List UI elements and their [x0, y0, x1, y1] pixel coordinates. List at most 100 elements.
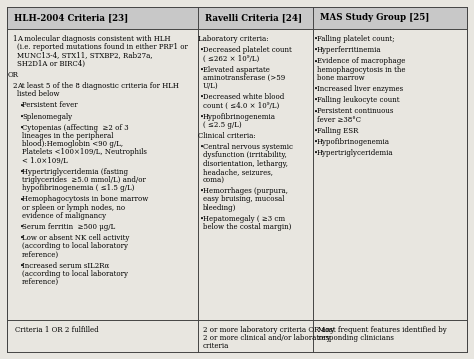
Text: •: •: [20, 262, 24, 270]
Bar: [313, 29, 467, 320]
Text: •: •: [314, 138, 319, 146]
Text: •: •: [20, 195, 24, 204]
Text: Hemophagocytosis in bone marrow: Hemophagocytosis in bone marrow: [22, 195, 148, 204]
Text: •: •: [201, 113, 204, 121]
Text: Platelets <100×109/L, Neutrophils: Platelets <100×109/L, Neutrophils: [22, 148, 147, 157]
Text: Hemorrhages (purpura,: Hemorrhages (purpura,: [202, 187, 288, 195]
Bar: [313, 320, 467, 352]
Text: dysfunction (irritability,: dysfunction (irritability,: [202, 151, 286, 159]
Text: reference): reference): [22, 251, 59, 258]
Text: Criteria 1 OR 2 fulfilled: Criteria 1 OR 2 fulfilled: [15, 326, 99, 334]
Text: coma): coma): [202, 176, 225, 184]
Text: •: •: [20, 168, 24, 176]
Text: or spleen or lymph nodes, no: or spleen or lymph nodes, no: [22, 204, 125, 211]
Text: Cytopenias (affecting  ≥2 of 3: Cytopenias (affecting ≥2 of 3: [22, 124, 129, 132]
Text: Hypofibrinogenemia: Hypofibrinogenemia: [202, 113, 275, 121]
Text: responding clinicians: responding clinicians: [318, 334, 394, 342]
Text: •: •: [314, 149, 319, 157]
Text: •: •: [201, 143, 204, 151]
Text: •: •: [20, 234, 24, 242]
Text: Decreased white blood: Decreased white blood: [202, 93, 284, 101]
Text: •: •: [201, 93, 204, 101]
Text: A molecular diagnosis consistent with HLH: A molecular diagnosis consistent with HL…: [18, 35, 171, 43]
Text: (i.e. reported mutations found in either PRF1 or: (i.e. reported mutations found in either…: [18, 43, 188, 51]
Text: ( ≤262 × 10⁹/L): ( ≤262 × 10⁹/L): [202, 55, 259, 62]
Text: •: •: [20, 124, 24, 132]
Text: reference): reference): [22, 278, 59, 286]
Text: •: •: [20, 101, 24, 109]
Text: •: •: [201, 46, 204, 54]
Bar: [313, 7, 467, 29]
Bar: [7, 7, 198, 29]
Text: 2: 2: [12, 82, 17, 90]
Text: Low or absent NK cell activity: Low or absent NK cell activity: [22, 234, 129, 242]
Text: lineages in the peripheral: lineages in the peripheral: [22, 132, 114, 140]
Text: Persistent fever: Persistent fever: [22, 101, 78, 109]
Text: HLH-2004 Criteria [23]: HLH-2004 Criteria [23]: [14, 14, 128, 23]
Bar: [198, 29, 313, 320]
Text: triglycerides  ≥5.0 mmol/L) and/or: triglycerides ≥5.0 mmol/L) and/or: [22, 176, 146, 184]
Text: hypofibrinogenemia ( ≤1.5 g/L): hypofibrinogenemia ( ≤1.5 g/L): [22, 184, 135, 192]
Text: At least 5 of the 8 diagnostic criteria for HLH: At least 5 of the 8 diagnostic criteria …: [18, 82, 179, 90]
Text: 2 or more laboratory criteria OR any: 2 or more laboratory criteria OR any: [203, 326, 334, 334]
Text: count ( ≤4.0 × 10⁹/L): count ( ≤4.0 × 10⁹/L): [202, 101, 279, 109]
Bar: [198, 7, 313, 29]
Text: Persistent continuous: Persistent continuous: [317, 107, 393, 115]
Text: Falling leukocyte count: Falling leukocyte count: [317, 96, 399, 104]
Text: fever ≥38°C: fever ≥38°C: [317, 116, 361, 123]
Text: Falling ESR: Falling ESR: [317, 127, 358, 135]
Text: •: •: [314, 35, 319, 43]
Text: •: •: [201, 187, 204, 195]
Text: •: •: [314, 107, 319, 115]
Text: disorientation, lethargy,: disorientation, lethargy,: [202, 160, 288, 168]
Text: Hypertriglyceridemia: Hypertriglyceridemia: [317, 149, 393, 157]
Text: Ravelli Criteria [24]: Ravelli Criteria [24]: [205, 14, 302, 23]
Text: Elevated aspartate: Elevated aspartate: [202, 66, 270, 74]
Text: Serum ferritin  ≥500 μg/L: Serum ferritin ≥500 μg/L: [22, 223, 116, 231]
Text: (according to local laboratory: (according to local laboratory: [22, 242, 128, 250]
Text: •: •: [314, 57, 319, 65]
Text: criteria: criteria: [203, 342, 229, 350]
Text: SH2D1A or BIRC4): SH2D1A or BIRC4): [18, 60, 85, 67]
Text: Laboratory criteria:: Laboratory criteria:: [199, 35, 269, 43]
Text: below the costal margin): below the costal margin): [202, 223, 291, 231]
Text: aminotransferase (>59: aminotransferase (>59: [202, 74, 285, 82]
Text: Decreased platelet count: Decreased platelet count: [202, 46, 292, 54]
Text: MAS Study Group [25]: MAS Study Group [25]: [320, 14, 429, 23]
Text: •: •: [201, 215, 204, 223]
Text: Increased serum sIL2Rα: Increased serum sIL2Rα: [22, 262, 109, 270]
Bar: [198, 320, 313, 352]
Text: •: •: [314, 85, 319, 93]
Bar: [7, 29, 198, 320]
Text: evidence of malignancy: evidence of malignancy: [22, 212, 106, 220]
Text: < 1.0×109/L: < 1.0×109/L: [22, 157, 68, 164]
Text: •: •: [20, 113, 24, 121]
Text: •: •: [314, 127, 319, 135]
Text: Central nervous systemic: Central nervous systemic: [202, 143, 292, 151]
Text: •: •: [314, 46, 319, 54]
Text: Clinical criteria:: Clinical criteria:: [199, 132, 256, 140]
Text: Hypofibrinogenemia: Hypofibrinogenemia: [317, 138, 390, 146]
Text: •: •: [20, 223, 24, 231]
Text: Most frequent features identified by: Most frequent features identified by: [318, 326, 447, 334]
Text: Hyperferritinemia: Hyperferritinemia: [317, 46, 381, 54]
Text: MUNC13-4, STX11, STXBP2, Rab27a,: MUNC13-4, STX11, STXBP2, Rab27a,: [18, 51, 153, 59]
Text: hemophagocytosis in the: hemophagocytosis in the: [317, 66, 405, 74]
Text: OR: OR: [8, 71, 19, 79]
Text: Falling platelet count;: Falling platelet count;: [317, 35, 394, 43]
Text: headache, seizures,: headache, seizures,: [202, 168, 273, 176]
Text: Hypertriglyceridemia (fasting: Hypertriglyceridemia (fasting: [22, 168, 128, 176]
Text: Increased liver enzymes: Increased liver enzymes: [317, 85, 403, 93]
Text: 1: 1: [12, 35, 17, 43]
Text: bone marrow: bone marrow: [317, 74, 365, 82]
Text: easy bruising, mucosal: easy bruising, mucosal: [202, 195, 284, 204]
Text: Hepatomegaly ( ≥3 cm: Hepatomegaly ( ≥3 cm: [202, 215, 285, 223]
Text: •: •: [314, 96, 319, 104]
Text: ( ≤2.5 g/L): ( ≤2.5 g/L): [202, 121, 241, 129]
Text: •: •: [201, 66, 204, 74]
Text: blood):Hemoglobin <90 g/L,: blood):Hemoglobin <90 g/L,: [22, 140, 123, 148]
Bar: [7, 320, 198, 352]
Text: U/L): U/L): [202, 82, 218, 90]
Text: (according to local laboratory: (according to local laboratory: [22, 270, 128, 278]
Text: Evidence of macrophage: Evidence of macrophage: [317, 57, 405, 65]
